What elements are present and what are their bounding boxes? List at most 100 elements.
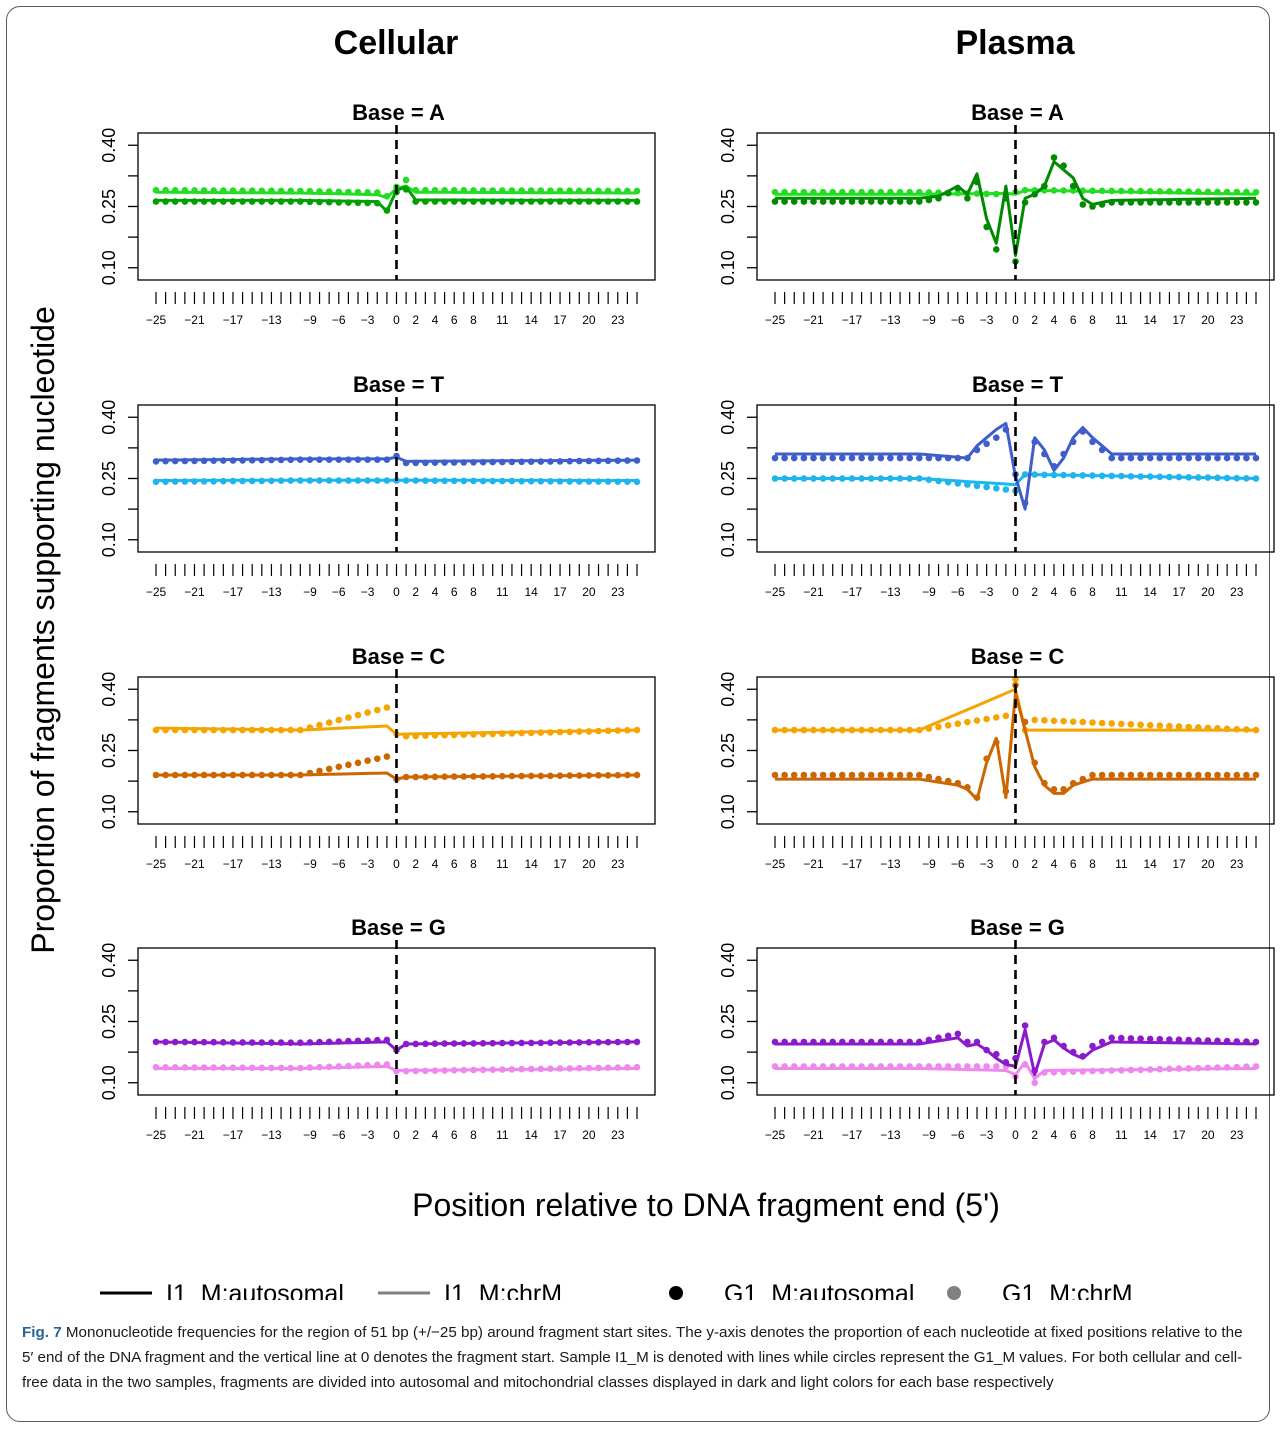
chart-panel: Base = G0.100.250.40−25 −21 −17 −13 −9 −6 −3 0 2… <box>99 915 656 1142</box>
data-point <box>191 457 198 465</box>
data-point <box>624 478 631 486</box>
chart-panel: Base = C0.100.250.40−25 −21 −17 −13 −9 −6 −3 0 2… <box>718 644 1275 871</box>
data-point <box>858 475 865 482</box>
data-point <box>162 478 169 486</box>
data-point <box>624 771 631 779</box>
data-point <box>604 772 612 779</box>
data-point <box>1098 771 1106 779</box>
data-point <box>1214 1037 1221 1045</box>
data-point <box>1118 1034 1125 1042</box>
data-point <box>829 1063 836 1070</box>
data-point <box>537 187 545 194</box>
data-point <box>441 477 448 485</box>
data-point <box>277 477 285 485</box>
x-tick-label: −3 <box>980 1128 994 1142</box>
data-point <box>781 1063 788 1070</box>
data-point <box>1002 712 1010 720</box>
x-tick-label: −9 <box>922 313 936 327</box>
data-point <box>925 1063 933 1070</box>
data-point <box>1002 1059 1010 1066</box>
data-point <box>1060 162 1067 169</box>
data-point <box>422 459 429 467</box>
data-point <box>1098 472 1106 480</box>
data-point <box>1060 717 1067 725</box>
data-point <box>508 477 516 485</box>
x-tick-label: 6 <box>1070 585 1077 599</box>
data-point <box>277 1039 285 1046</box>
data-point <box>1175 723 1183 730</box>
data-point <box>604 1038 612 1046</box>
data-point <box>1127 473 1135 480</box>
data-point <box>781 475 788 482</box>
data-point <box>925 196 933 204</box>
x-tick-label: −21 <box>184 857 205 871</box>
data-point <box>1089 1067 1096 1075</box>
data-point <box>489 198 497 205</box>
data-point <box>354 711 362 719</box>
data-point <box>887 726 894 734</box>
data-point <box>364 189 371 196</box>
data-point <box>858 454 865 462</box>
data-point <box>499 477 506 485</box>
data-point <box>277 1064 285 1072</box>
x-tick-label: −3 <box>361 1128 375 1142</box>
data-point <box>383 753 391 760</box>
data-point <box>537 478 545 485</box>
data-point <box>935 195 942 202</box>
data-point <box>1127 721 1135 728</box>
data-point <box>354 199 362 207</box>
data-point <box>460 187 468 194</box>
data-point <box>1156 473 1164 481</box>
data-point <box>1223 1037 1231 1045</box>
x-tick-label: 14 <box>525 1128 539 1142</box>
x-tick-label: −17 <box>223 585 244 599</box>
data-point <box>935 477 942 485</box>
data-point <box>1137 721 1144 729</box>
x-tick-label: −17 <box>223 313 244 327</box>
data-point <box>162 771 169 779</box>
data-point <box>297 477 304 484</box>
data-point <box>258 1039 266 1046</box>
data-point <box>1166 771 1173 779</box>
data-point <box>867 188 875 196</box>
legend-label: I1_M:autosomal <box>166 1280 344 1300</box>
x-tick-label: −3 <box>980 585 994 599</box>
data-point <box>964 195 971 202</box>
data-point <box>470 459 477 466</box>
data-point <box>441 1040 448 1047</box>
data-point <box>335 763 343 771</box>
plot-frame <box>756 676 1275 825</box>
data-point <box>556 772 564 779</box>
data-point <box>229 726 237 734</box>
data-point <box>1079 718 1087 726</box>
data-point <box>1175 199 1183 206</box>
data-point <box>810 771 817 779</box>
data-point <box>508 198 516 205</box>
data-point <box>1041 450 1048 458</box>
data-point <box>993 190 1000 198</box>
data-point <box>287 1064 295 1072</box>
y-tick-label: 0.10 <box>718 522 738 557</box>
x-tick-label: 23 <box>1230 1128 1244 1142</box>
data-point <box>993 485 1000 492</box>
x-tick-label: 0 <box>393 585 400 599</box>
data-point <box>210 771 217 779</box>
data-point <box>1089 187 1096 195</box>
data-point <box>993 1063 1000 1070</box>
data-point <box>1021 1061 1029 1068</box>
data-point <box>229 198 237 205</box>
data-point <box>1137 1035 1144 1042</box>
data-point <box>1050 1069 1058 1076</box>
data-point <box>944 722 952 729</box>
data-point <box>1127 199 1135 206</box>
data-point <box>633 771 641 779</box>
data-point <box>220 477 227 485</box>
data-point <box>1195 188 1202 195</box>
y-tick-label: 0.25 <box>99 189 119 224</box>
data-point <box>1195 199 1202 206</box>
x-tick-label: 17 <box>553 857 567 871</box>
data-point <box>800 1038 808 1046</box>
data-point <box>335 1063 343 1070</box>
data-point <box>470 1066 477 1074</box>
legend-label: I1_M:chrM <box>444 1280 562 1300</box>
